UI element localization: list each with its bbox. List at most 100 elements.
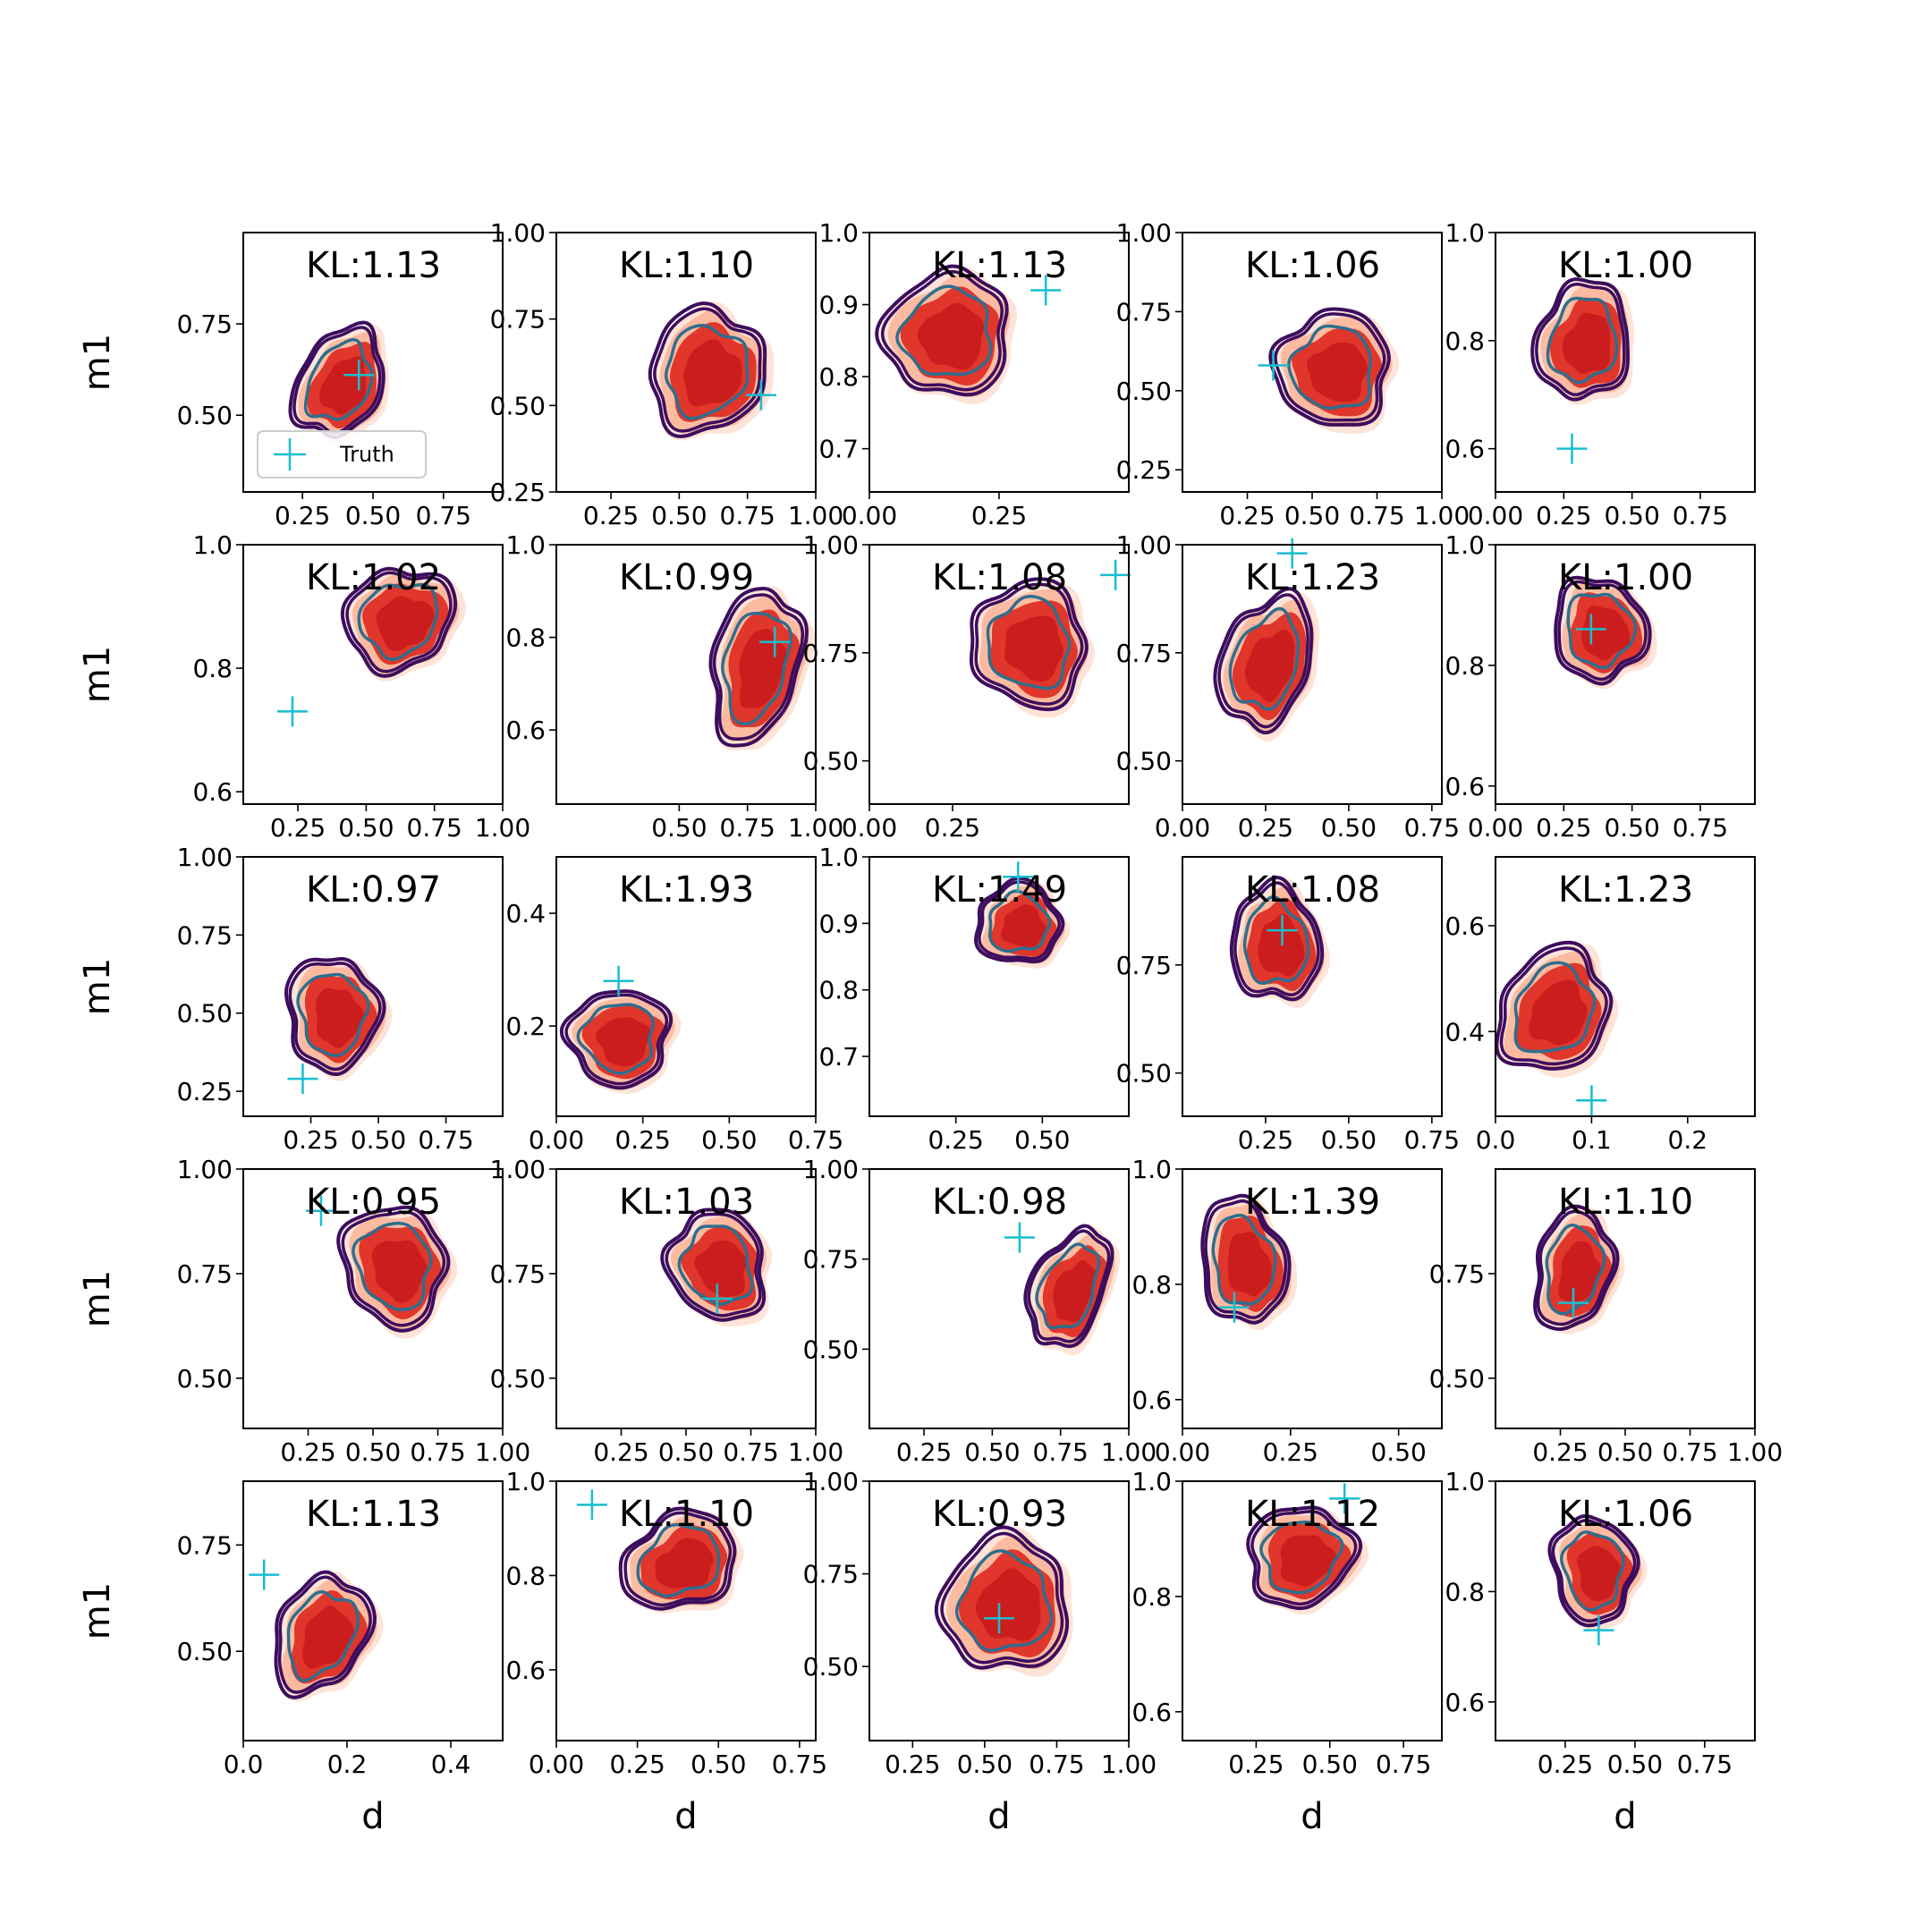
subplot-2-3: 0.00 0.25 0.50 0.75 1.00 KL:1.08 [803, 530, 1131, 843]
x-tick-label: 0.25 [614, 1125, 670, 1155]
y-tick-label: 1.00 [1116, 218, 1172, 248]
x-tick-label: 1.00 [788, 813, 843, 843]
y-tick-label: 1.0 [1131, 1155, 1172, 1184]
axes-frame [1495, 544, 1756, 805]
axes-frame [555, 232, 817, 493]
contour-line-inner [721, 611, 792, 726]
x-tick-label: 0.25 [270, 813, 326, 843]
x-axis-label: d [1301, 1796, 1323, 1837]
contour-line-inner [954, 1549, 1054, 1653]
truth-marker [701, 1284, 733, 1314]
y-tick-label: 0.6 [1445, 911, 1485, 941]
y-tick-label: 1.00 [803, 1155, 859, 1184]
x-tick-label: 1.00 [475, 1437, 530, 1467]
contour-line-second [978, 880, 1062, 961]
subplot-1-5: 0.00 0.25 0.50 0.75 0.6 0.8 1.0 KL:1.00 [1445, 218, 1756, 530]
y-tick-label: 0.75 [177, 309, 233, 339]
legend-box [257, 430, 427, 479]
x-tick-label: 0.75 [407, 813, 462, 843]
density-fill-core [1529, 979, 1588, 1046]
x-tick-label: 0.50 [957, 1750, 1013, 1779]
contour-line-inner [286, 1589, 360, 1682]
density-contours [934, 1525, 1073, 1677]
density-contours [340, 566, 466, 682]
y-tick-label: 0.50 [1116, 747, 1172, 776]
contour-line-second [1027, 1229, 1111, 1343]
y-axis-label: m1 [77, 646, 118, 703]
x-tick-label: 0.25 [971, 501, 1027, 530]
density-contours [1213, 587, 1320, 742]
x-tick-label: 0.25 [896, 1437, 952, 1467]
y-tick-label: 0.25 [1116, 455, 1172, 485]
density-contours [648, 301, 775, 441]
contour-line-inner [664, 324, 750, 420]
y-tick-label: 0.4 [1445, 1017, 1485, 1046]
kl-annotation: KL:1.13 [932, 245, 1067, 286]
density-contours [969, 577, 1095, 718]
contour-line-second [1536, 1209, 1616, 1326]
x-tick-label: 0.50 [691, 1750, 746, 1779]
y-tick-label: 1.0 [818, 218, 859, 248]
subplot-1-1: 0.25 0.50 0.75 0.50 0.75 KL:1.13 m1 Truth [77, 232, 504, 530]
density-fill-core [595, 1017, 652, 1067]
y-tick-label: 1.0 [1445, 530, 1485, 560]
contour-line-inner [1513, 961, 1597, 1054]
x-tick-label: 0.75 [1677, 1750, 1733, 1779]
legend: Truth [257, 430, 427, 479]
y-tick-label: 0.6 [505, 716, 546, 745]
x-tick-label: 0.00 [842, 813, 897, 843]
contour-line-inner [636, 1522, 721, 1598]
x-axis-label: d [674, 1796, 697, 1837]
contour-line-outer [340, 566, 458, 678]
kl-annotation: KL:1.39 [1245, 1182, 1380, 1223]
y-tick-label: 0.50 [1116, 377, 1172, 406]
y-tick-label: 0.9 [818, 291, 859, 320]
density-contours [284, 956, 393, 1081]
y-tick-label: 0.6 [1131, 1385, 1172, 1415]
y-tick-label: 0.75 [1429, 1259, 1485, 1289]
x-tick-label: 0.00 [842, 501, 897, 530]
x-tick-label: 0.00 [529, 1750, 584, 1779]
contour-line-inner [303, 337, 374, 421]
truth-marker [249, 1559, 280, 1590]
kl-annotation: KL:1.10 [1558, 1182, 1693, 1223]
y-tick-label: 0.50 [803, 1335, 859, 1364]
contour-line-second [1233, 881, 1320, 997]
y-tick-label: 0.6 [192, 777, 233, 807]
y-tick-label: 0.7 [818, 1042, 859, 1072]
contour-line-inner [296, 972, 370, 1058]
contour-line-outer [660, 1208, 767, 1322]
x-tick-label: 0.25 [283, 1125, 338, 1155]
density-fill-core [1053, 1260, 1097, 1323]
x-tick-label: 0.50 [345, 1437, 401, 1467]
kl-annotation: KL:1.23 [1558, 869, 1693, 911]
y-axis-label: m1 [77, 1270, 118, 1327]
x-tick-label: 0.00 [1155, 813, 1210, 843]
subplot-2-5: 0.00 0.25 0.50 0.75 0.6 0.8 1.0 KL:1.00 [1445, 530, 1756, 843]
contour-line-inner [1242, 895, 1310, 986]
x-tick-label: 0.50 [964, 1437, 1020, 1467]
x-tick-label: 0.50 [1284, 501, 1340, 530]
x-tick-label: 0.25 [275, 501, 330, 530]
subplot-2-2: 0.50 0.75 1.00 0.6 0.8 1.0 KL:0.99 [505, 530, 843, 843]
contour-line-second [712, 593, 805, 741]
density-contours [336, 1205, 458, 1339]
x-tick-label: 0.75 [1404, 1125, 1460, 1155]
y-tick-label: 0.50 [177, 1637, 233, 1666]
kl-annotation: KL:1.00 [1558, 245, 1693, 286]
x-tick-label: 1.00 [1727, 1437, 1783, 1467]
truth-marker [1267, 915, 1298, 946]
x-tick-label: 0.75 [1404, 813, 1460, 843]
truth-marker [1276, 538, 1308, 569]
y-tick-label: 0.75 [490, 305, 546, 335]
x-tick-label: 0.25 [885, 1750, 940, 1779]
contour-line-outer [1200, 1193, 1292, 1325]
contour-line-outer [969, 577, 1089, 712]
kl-annotation: KL:1.93 [619, 869, 754, 911]
axes-frame [242, 856, 504, 1117]
contour-line-inner [1287, 324, 1373, 411]
x-tick-label: 1.00 [788, 501, 843, 530]
truth-marker [287, 1063, 318, 1095]
x-tick-label: 0.75 [1673, 501, 1728, 530]
density-fill-core [1004, 615, 1064, 682]
